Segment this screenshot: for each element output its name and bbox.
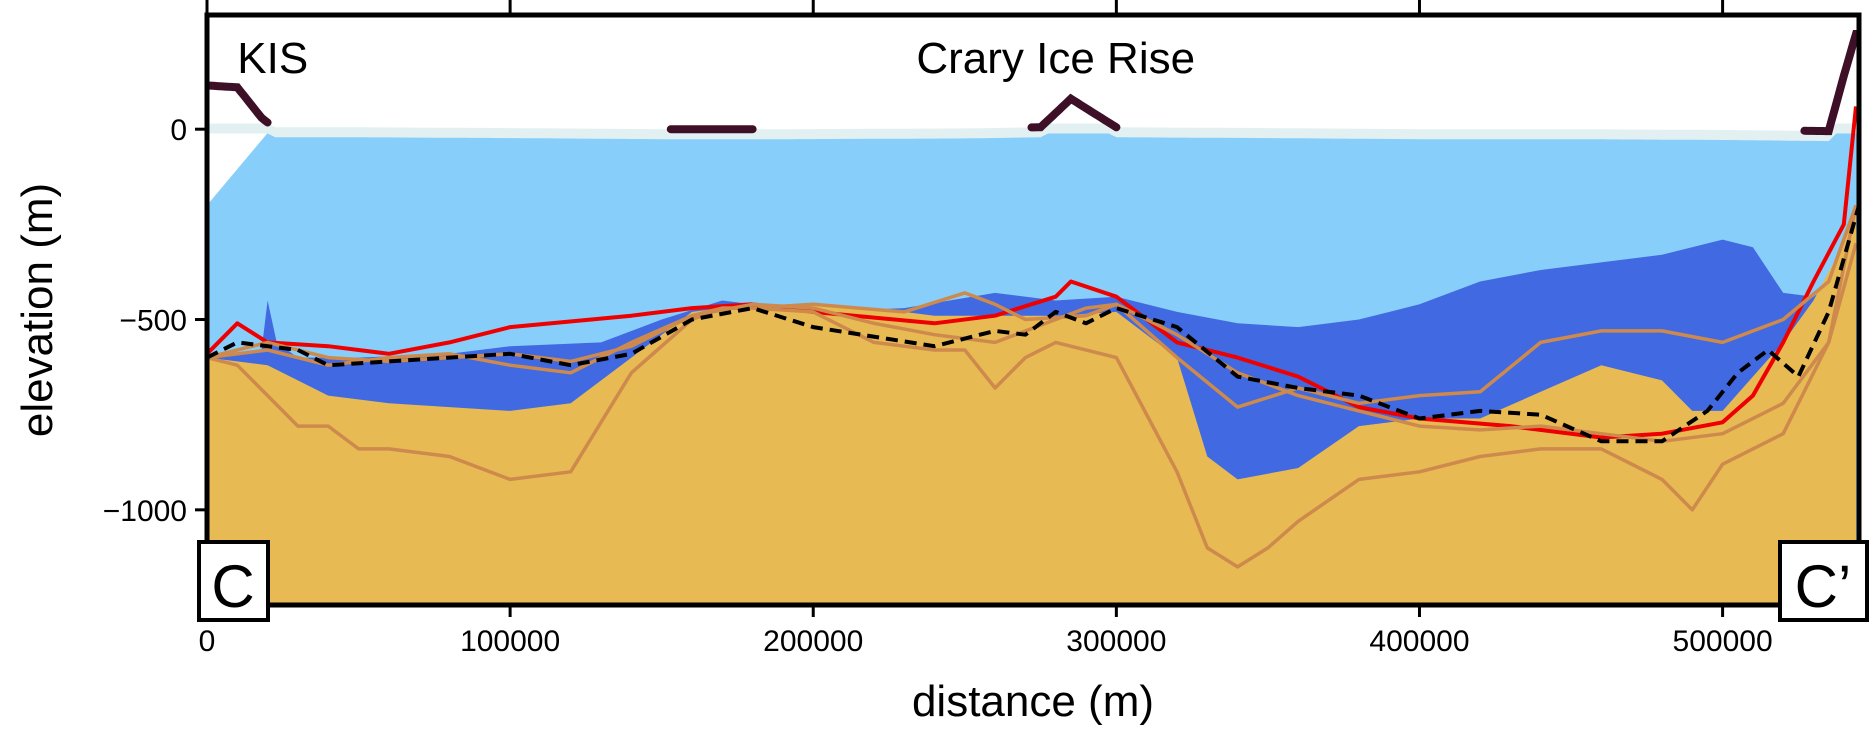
y-tick-label: 0 bbox=[170, 114, 187, 147]
y-tick-label: −500 bbox=[119, 305, 187, 338]
grounded-ice-markers bbox=[207, 30, 1859, 136]
x-tick-label: 100000 bbox=[460, 625, 560, 658]
annotation-kis: KIS bbox=[237, 34, 308, 83]
red-profile-line bbox=[207, 106, 1858, 440]
grounded-ice-segment bbox=[207, 81, 272, 127]
y-tick-label: −1000 bbox=[103, 495, 187, 528]
x-tick-label: 400000 bbox=[1369, 625, 1469, 658]
profile-lines bbox=[207, 106, 1859, 569]
plot-area bbox=[207, 30, 1859, 605]
corner-label-right: C’ bbox=[1795, 553, 1852, 620]
tan-profile-line bbox=[207, 242, 1858, 444]
corner-label-left: C bbox=[211, 553, 254, 620]
plot-frame bbox=[204, 12, 1862, 608]
corner-label-right-box: C’ bbox=[1778, 540, 1869, 622]
x-tick-label: 200000 bbox=[763, 625, 863, 658]
y-axis: 0 −500 −1000 bbox=[103, 114, 207, 528]
dashed-profile-line bbox=[207, 204, 1859, 444]
x-tick-label: 500000 bbox=[1673, 625, 1773, 658]
ice-surface-band bbox=[207, 123, 1859, 142]
annotation-crary-ice-rise: Crary Ice Rise bbox=[916, 34, 1195, 83]
x-tick-label: 0 bbox=[199, 625, 216, 658]
x-axis: 0 100000 200000 300000 400000 500000 bbox=[199, 0, 1773, 658]
grounded-ice-segment bbox=[1027, 93, 1121, 132]
tan-profile-line bbox=[207, 204, 1858, 409]
x-tick-label: 300000 bbox=[1066, 625, 1166, 658]
y-axis-label: elevation (m) bbox=[13, 183, 62, 437]
x-axis-label: distance (m) bbox=[912, 677, 1154, 726]
tan-profile-line bbox=[207, 204, 1858, 569]
bed-layer bbox=[207, 205, 1856, 605]
corner-label-left-box: C bbox=[197, 540, 270, 622]
grounded-ice-segment bbox=[1800, 30, 1859, 136]
